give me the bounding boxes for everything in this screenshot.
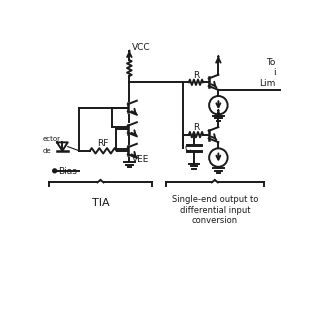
Text: de: de <box>43 148 52 154</box>
Text: To
i
Lim: To i Lim <box>259 58 276 88</box>
Text: TIA: TIA <box>92 198 109 208</box>
Text: C: C <box>185 144 191 153</box>
Text: ector: ector <box>43 136 61 142</box>
Text: Bias: Bias <box>58 167 76 176</box>
Text: R: R <box>193 71 199 80</box>
Circle shape <box>53 169 57 173</box>
Text: R: R <box>193 123 199 132</box>
Text: VCC: VCC <box>132 43 150 52</box>
Text: RF: RF <box>98 139 109 148</box>
Text: VEE: VEE <box>132 155 149 164</box>
Text: Single-end output to
differential input
conversion: Single-end output to differential input … <box>172 196 258 225</box>
